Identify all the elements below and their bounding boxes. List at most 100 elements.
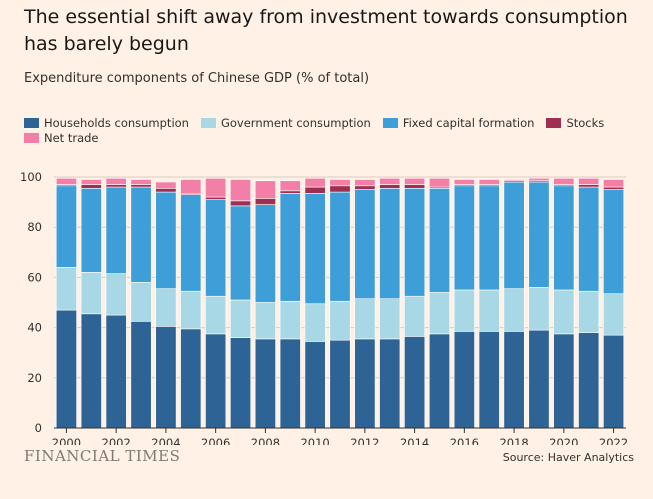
legend-label-fixed-capital: Fixed capital formation [403,116,535,130]
x-tick-label-2002: 2002 [102,436,131,445]
bar-segment-2004-stocks [156,188,176,192]
bar-segment-2020-net-trade [554,178,574,184]
bar-segment-2002-households-consumption [106,315,126,428]
legend-label-households: Households consumption [44,116,189,130]
y-tick-label-60: 60 [27,270,42,284]
bar-segment-2013-net-trade [380,178,400,184]
x-tick-label-2004: 2004 [151,436,180,445]
legend-item-stocks: Stocks [546,116,604,130]
legend-label-stocks: Stocks [566,116,604,130]
bar-segment-2014-households-consumption [404,336,424,428]
bar-segment-2009-government-consumption [280,301,300,339]
legend-swatch-households [24,118,39,128]
bar-segment-2008-stocks [255,198,275,204]
bar-segment-2009-fixed-capital-formation [280,193,300,301]
legend-label-net-trade: Net trade [44,131,99,145]
bar-segment-2021-fixed-capital-formation [578,187,598,291]
bar-segment-2007-fixed-capital-formation [230,206,250,300]
bar-segment-2004-fixed-capital-formation [156,192,176,289]
bar-segment-2012-stocks [355,186,375,190]
bar-segment-2011-households-consumption [330,340,350,428]
bar-segment-2000-net-trade [56,178,76,184]
x-tick-label-2000: 2000 [52,436,81,445]
bar-segment-2022-government-consumption [603,294,623,335]
bar-segment-2011-net-trade [330,180,350,186]
bar-segment-2021-government-consumption [578,291,598,332]
bar-segment-2012-net-trade [355,180,375,186]
bar-segment-2017-government-consumption [479,290,499,331]
bar-segment-2016-net-trade [454,180,474,185]
bar-segment-2003-net-trade [131,180,151,185]
bar-segment-2016-government-consumption [454,290,474,331]
bar-segment-2015-households-consumption [429,334,449,428]
bar-segment-2019-households-consumption [529,330,549,428]
x-tick-label-2016: 2016 [450,436,479,445]
bar-segment-2007-stocks [230,201,250,206]
bar-segment-2019-net-trade [529,178,549,181]
bar-segment-2001-government-consumption [81,272,101,313]
bar-segment-2019-government-consumption [529,287,549,330]
bar-segment-2006-government-consumption [205,296,225,334]
bar-segment-2013-fixed-capital-formation [380,188,400,298]
legend-item-households: Households consumption [24,116,189,130]
bar-segment-2008-net-trade [255,181,275,199]
y-tick-label-20: 20 [27,371,42,385]
bar-segment-2012-households-consumption [355,339,375,428]
bar-segment-2002-net-trade [106,178,126,184]
y-tick-label-40: 40 [27,321,42,335]
y-tick-label-0: 0 [35,421,42,435]
bar-segment-2004-government-consumption [156,289,176,327]
x-tick-label-2008: 2008 [251,436,280,445]
bar-segment-2006-stocks [205,197,225,200]
bar-segment-2022-households-consumption [603,335,623,428]
x-tick-label-2018: 2018 [499,436,528,445]
chart-title: The essential shift away from investment… [24,4,634,58]
bar-segment-2007-government-consumption [230,300,250,338]
legend: Households consumption Government consum… [24,115,624,145]
bar-segment-2005-net-trade [181,180,201,194]
bar-segment-2006-households-consumption [205,334,225,428]
bar-segment-2018-households-consumption [504,331,524,428]
y-tick-label-100: 100 [20,170,42,184]
bar-segment-2010-net-trade [305,178,325,187]
bar-segment-2003-households-consumption [131,321,151,428]
bar-segment-2006-net-trade [205,178,225,197]
bar-segment-2000-fixed-capital-formation [56,186,76,268]
bar-segment-2001-households-consumption [81,314,101,428]
bar-segment-2011-stocks [330,186,350,192]
bar-segment-2014-fixed-capital-formation [404,188,424,296]
bar-segment-2013-households-consumption [380,339,400,428]
bar-segment-2020-government-consumption [554,290,574,334]
bar-segment-2006-fixed-capital-formation [205,200,225,297]
bar-segment-2003-fixed-capital-formation [131,187,151,282]
x-tick-label-2006: 2006 [201,436,230,445]
bar-segment-2018-fixed-capital-formation [504,182,524,289]
bar-segment-2014-government-consumption [404,296,424,336]
x-tick-label-2020: 2020 [549,436,578,445]
bar-segment-2020-fixed-capital-formation [554,186,574,290]
legend-row-1: Households consumption Government consum… [24,115,624,130]
bar-segment-2021-stocks [578,185,598,188]
bar-segment-2011-fixed-capital-formation [330,192,350,301]
bar-segment-2001-stocks [81,185,101,189]
bar-segment-2004-households-consumption [156,326,176,428]
stacked-bar-chart: 0 20 40 60 80 100 2000 2002 2004 2006 2008 2010 2012… [0,160,653,445]
bar-segment-2018-net-trade [504,180,524,181]
bar-segment-2009-stocks [280,191,300,194]
bar-segment-2017-net-trade [479,180,499,185]
bar-segment-2005-government-consumption [181,291,201,329]
bar-segment-2004-net-trade [156,182,176,188]
bar-segment-2005-fixed-capital-formation [181,195,201,292]
bar-segment-2014-net-trade [404,178,424,184]
bar-segment-2019-fixed-capital-formation [529,182,549,287]
y-tick-label-80: 80 [27,220,42,234]
bar-segment-2016-fixed-capital-formation [454,186,474,290]
legend-swatch-stocks [546,118,561,128]
bar-segment-2012-government-consumption [355,299,375,339]
bar-segment-2013-stocks [380,185,400,189]
bar-segment-2018-government-consumption [504,289,524,332]
bar-segment-2000-government-consumption [56,267,76,310]
bar-segment-2015-fixed-capital-formation [429,188,449,292]
bar-segment-2015-government-consumption [429,292,449,333]
x-tick-label-2012: 2012 [350,436,379,445]
